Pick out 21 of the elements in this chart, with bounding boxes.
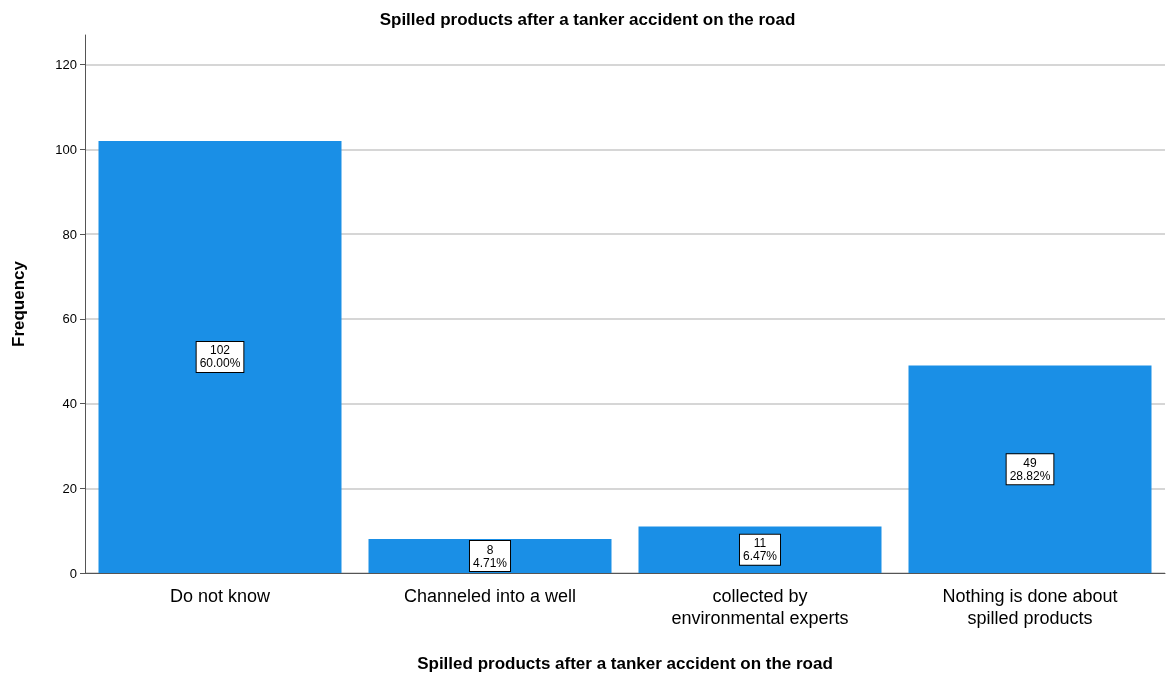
x-tick-label: collected by environmental experts — [671, 586, 849, 628]
x-tick-label: Channeled into a well — [403, 586, 577, 606]
bar — [98, 140, 342, 573]
data-label: 102 60.00% — [199, 343, 241, 371]
y-tick-label: 120 — [55, 57, 77, 73]
data-label: 8 4.71% — [472, 542, 508, 570]
bar — [638, 526, 882, 573]
y-tick-label: 60 — [62, 311, 77, 327]
y-tick-label: 100 — [55, 141, 77, 157]
bar — [908, 365, 1152, 573]
y-tick-label: 80 — [62, 226, 77, 242]
x-axis-title: Spilled products after a tanker accident on the road — [417, 654, 833, 673]
y-tick-label: 0 — [69, 565, 77, 581]
chart-title: Spilled products after a tanker accident on the road — [379, 10, 796, 29]
y-axis-title: Frequency — [9, 260, 28, 347]
data-label: 49 28.82% — [1009, 455, 1051, 483]
y-tick-label: 20 — [62, 480, 77, 496]
x-tick-label: Nothing is done about spilled products — [942, 586, 1118, 628]
y-tick-label: 40 — [62, 396, 77, 412]
x-tick-label: Do not know — [169, 586, 272, 606]
data-label: 11 6.47% — [742, 536, 778, 564]
